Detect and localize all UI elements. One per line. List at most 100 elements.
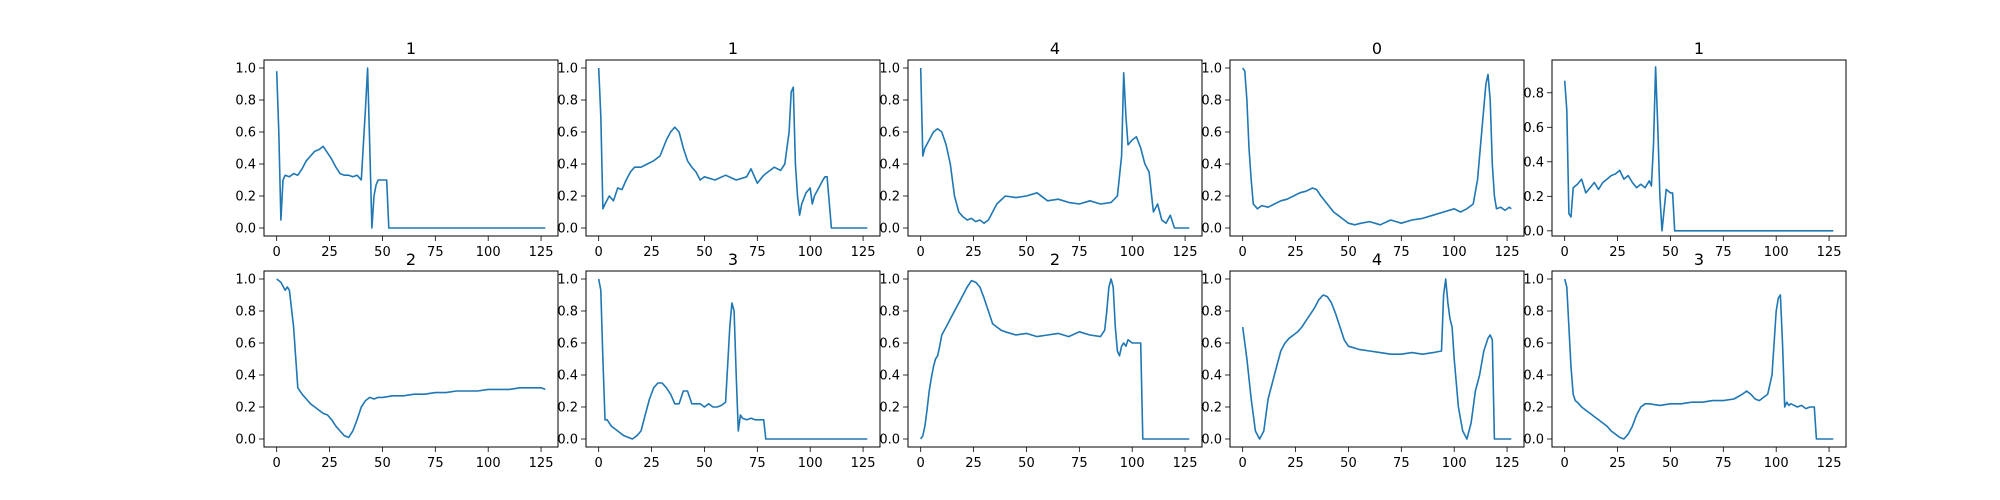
x-tick-label: 100 bbox=[798, 245, 823, 260]
x-tick-label: 50 bbox=[1340, 456, 1357, 471]
y-tick-label: 0.2 bbox=[879, 190, 900, 205]
y-tick-label: 0.6 bbox=[879, 126, 900, 141]
subplot-2: 0 25 50 75 100 125 0.0 0.2 0.4 0.6 0.8 1.0 1 bbox=[557, 39, 881, 260]
y-tick-label: 1.0 bbox=[557, 273, 578, 288]
x-tick-label: 25 bbox=[643, 245, 660, 260]
y-tick-label: 0.8 bbox=[557, 94, 578, 109]
x-tick-label: 50 bbox=[1340, 245, 1357, 260]
y-tick-label: 0.4 bbox=[1201, 158, 1222, 173]
y-tick-label: 0.8 bbox=[1201, 305, 1222, 320]
x-tick-label: 125 bbox=[1173, 456, 1198, 471]
y-tick-label: 0.2 bbox=[235, 401, 256, 416]
x-tick-label: 75 bbox=[1393, 245, 1410, 260]
subplot-4: 0 25 50 75 100 125 0.0 0.2 0.4 0.6 0.8 1.0 0 bbox=[1201, 39, 1525, 260]
subplot-6: 0 25 50 75 100 125 0.0 0.2 0.4 0.6 0.8 1.0 2 bbox=[235, 250, 559, 471]
x-tick-label: 125 bbox=[1817, 456, 1842, 471]
y-tick-label: 0.6 bbox=[1201, 126, 1222, 141]
x-tick-label: 75 bbox=[1715, 456, 1732, 471]
axes-frame bbox=[1551, 270, 1847, 448]
y-tick-label: 0.8 bbox=[1523, 305, 1544, 320]
data-line bbox=[276, 278, 546, 439]
y-tick-label: 0.2 bbox=[557, 401, 578, 416]
axes-frame bbox=[907, 59, 1203, 237]
y-tick-label: 0.8 bbox=[1523, 86, 1544, 101]
x-tick-label: 100 bbox=[476, 456, 501, 471]
y-tick-label: 1.0 bbox=[1523, 273, 1544, 288]
y-tick-label: 0.2 bbox=[235, 190, 256, 205]
x-tick-label: 75 bbox=[427, 245, 444, 260]
x-tick-label: 100 bbox=[1442, 245, 1467, 260]
data-line bbox=[919, 67, 1190, 229]
subplot-9: 0 25 50 75 100 125 0.0 0.2 0.4 0.6 0.8 1.0 4 bbox=[1201, 250, 1525, 471]
y-tick-label: 0.2 bbox=[879, 401, 900, 416]
axes-frame bbox=[263, 270, 559, 448]
axes-frame bbox=[1551, 59, 1847, 237]
subplot-title: 1 bbox=[728, 39, 738, 58]
x-tick-label: 125 bbox=[1173, 245, 1198, 260]
x-tick-label: 75 bbox=[1393, 456, 1410, 471]
x-tick-label: 0 bbox=[595, 456, 603, 471]
x-tick-label: 75 bbox=[1071, 245, 1088, 260]
y-tick-label: 0.0 bbox=[557, 433, 578, 448]
y-tick-label: 1.0 bbox=[879, 273, 900, 288]
x-tick-label: 125 bbox=[851, 245, 876, 260]
subplot-title: 1 bbox=[1694, 39, 1704, 58]
y-tick-label: 0.4 bbox=[1201, 369, 1222, 384]
subplot-3: 0 25 50 75 100 125 0.0 0.2 0.4 0.6 0.8 1.0 4 bbox=[879, 39, 1203, 260]
x-tick-label: 0 bbox=[917, 456, 925, 471]
subplot-title: 4 bbox=[1372, 250, 1382, 269]
x-tick-label: 25 bbox=[1609, 456, 1626, 471]
y-tick-label: 0.4 bbox=[1523, 369, 1544, 384]
y-tick-label: 0.4 bbox=[879, 158, 900, 173]
x-tick-label: 100 bbox=[1442, 456, 1467, 471]
y-tick-label: 0.4 bbox=[235, 158, 256, 173]
x-tick-label: 100 bbox=[1120, 245, 1145, 260]
x-tick-label: 125 bbox=[529, 456, 554, 471]
x-tick-label: 25 bbox=[643, 456, 660, 471]
y-tick-label: 0.6 bbox=[235, 126, 256, 141]
y-tick-label: 1.0 bbox=[879, 62, 900, 77]
x-tick-label: 100 bbox=[1120, 456, 1145, 471]
axes-frame bbox=[907, 270, 1203, 448]
x-tick-label: 50 bbox=[374, 456, 391, 471]
y-tick-label: 0.4 bbox=[235, 369, 256, 384]
x-tick-label: 25 bbox=[965, 456, 982, 471]
y-tick-label: 0.8 bbox=[557, 305, 578, 320]
axes-frame bbox=[585, 270, 881, 448]
y-tick-label: 0.2 bbox=[557, 190, 578, 205]
y-tick-label: 0.2 bbox=[1523, 190, 1544, 205]
x-tick-label: 75 bbox=[1715, 245, 1732, 260]
y-tick-label: 1.0 bbox=[1201, 62, 1222, 77]
y-tick-label: 0.0 bbox=[1201, 433, 1222, 448]
y-tick-label: 1.0 bbox=[235, 62, 256, 77]
subplot-title: 0 bbox=[1372, 39, 1382, 58]
y-tick-label: 0.0 bbox=[1523, 433, 1544, 448]
x-tick-label: 0 bbox=[1239, 245, 1247, 260]
y-tick-label: 1.0 bbox=[1201, 273, 1222, 288]
x-tick-label: 25 bbox=[1287, 245, 1304, 260]
y-tick-label: 0.6 bbox=[1523, 337, 1544, 352]
x-tick-label: 50 bbox=[696, 245, 713, 260]
x-tick-label: 100 bbox=[476, 245, 501, 260]
x-tick-label: 125 bbox=[851, 456, 876, 471]
y-tick-label: 0.4 bbox=[1523, 155, 1544, 170]
data-line bbox=[275, 67, 546, 229]
axes-frame bbox=[263, 59, 559, 237]
x-tick-label: 100 bbox=[1764, 245, 1789, 260]
x-tick-label: 50 bbox=[374, 245, 391, 260]
data-line bbox=[920, 278, 1190, 440]
y-tick-label: 0.4 bbox=[557, 369, 578, 384]
subplot-7: 0 25 50 75 100 125 0.0 0.2 0.4 0.6 0.8 1.0 3 bbox=[557, 250, 881, 471]
x-tick-label: 25 bbox=[321, 245, 338, 260]
x-tick-label: 50 bbox=[1662, 456, 1679, 471]
axes-frame bbox=[1229, 59, 1525, 237]
y-tick-label: 0.0 bbox=[235, 222, 256, 237]
x-tick-label: 0 bbox=[273, 245, 281, 260]
x-tick-label: 75 bbox=[1071, 456, 1088, 471]
y-tick-label: 0.0 bbox=[235, 433, 256, 448]
x-tick-label: 25 bbox=[321, 456, 338, 471]
data-line bbox=[1563, 66, 1834, 232]
x-tick-label: 0 bbox=[595, 245, 603, 260]
axes-frame bbox=[585, 59, 881, 237]
